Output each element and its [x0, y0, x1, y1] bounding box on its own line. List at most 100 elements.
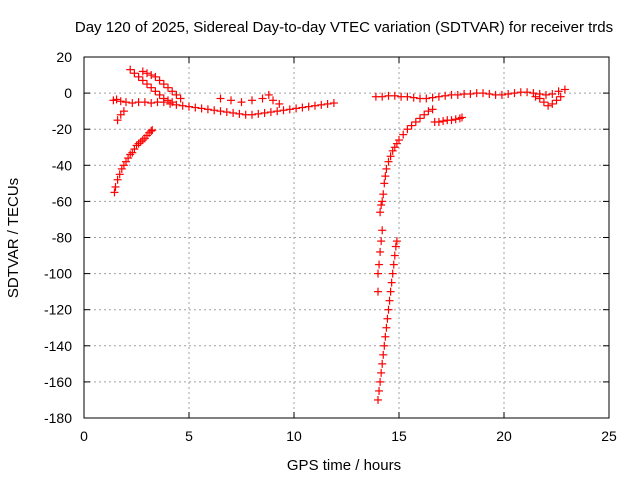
data-point — [409, 93, 418, 102]
data-point — [134, 139, 143, 148]
data-point — [451, 115, 460, 124]
data-point — [227, 96, 235, 105]
data-point — [258, 94, 267, 103]
axis-ticks: 0 5 10 15 20 25 -180 -160 -140 -120 -100 -80 -60 -40 -… — [44, 49, 617, 444]
data-point — [377, 201, 386, 210]
data-point — [535, 94, 544, 103]
y-tick-label: -100 — [44, 266, 72, 282]
data-point — [504, 90, 513, 99]
data-point — [554, 87, 563, 96]
data-point — [387, 278, 396, 287]
data-point — [172, 100, 181, 109]
data-point — [168, 98, 177, 107]
data-point — [176, 94, 185, 103]
data-point — [378, 226, 387, 235]
data-point — [485, 90, 494, 99]
data-point — [399, 130, 408, 139]
data-point — [311, 101, 319, 110]
y-tick-label: -140 — [44, 338, 72, 354]
data-point — [164, 83, 172, 92]
data-point — [266, 108, 275, 117]
data-point — [388, 146, 397, 155]
data-point — [391, 242, 400, 251]
y-tick-label: -40 — [52, 157, 72, 173]
data-point — [122, 157, 130, 166]
data-point — [138, 76, 147, 85]
data-point — [143, 69, 151, 78]
data-point — [390, 251, 399, 260]
data-point — [124, 154, 133, 163]
x-tick-label: 20 — [496, 428, 512, 444]
data-point — [229, 108, 238, 117]
data-point — [428, 93, 437, 102]
data-point — [264, 90, 273, 99]
y-tick-label: 0 — [64, 85, 72, 101]
data-point — [210, 106, 219, 115]
y-tick-label: -80 — [52, 230, 72, 246]
data-point — [377, 237, 386, 246]
data-point — [147, 71, 156, 80]
data-point — [237, 98, 246, 107]
data-point — [254, 109, 263, 118]
data-point — [381, 172, 390, 181]
data-point — [434, 92, 443, 101]
data-point — [455, 114, 464, 123]
data-point — [147, 127, 156, 136]
data-point — [548, 90, 557, 99]
data-point — [151, 72, 160, 81]
data-point — [155, 76, 164, 85]
data-point — [148, 126, 157, 135]
data-point — [403, 125, 412, 134]
data-point — [376, 208, 385, 217]
data-point — [235, 109, 244, 118]
data-point — [275, 99, 284, 108]
data-point — [552, 96, 561, 105]
data-point — [390, 143, 399, 152]
data-point — [407, 121, 416, 130]
data-point — [378, 359, 387, 368]
data-point — [497, 90, 506, 99]
data-point — [140, 98, 149, 107]
y-tick-label: 20 — [56, 49, 72, 65]
data-point — [298, 103, 307, 112]
data-point — [128, 99, 137, 108]
data-point — [138, 67, 147, 76]
x-tick-label: 5 — [185, 428, 193, 444]
data-point — [447, 116, 456, 125]
data-point — [458, 113, 466, 122]
data-point — [119, 161, 128, 170]
data-point — [113, 116, 122, 125]
data-point — [386, 287, 395, 296]
data-point — [126, 150, 135, 159]
data-point — [134, 72, 143, 81]
data-point — [151, 87, 160, 96]
data-point — [111, 182, 120, 191]
data-point — [392, 237, 401, 246]
data-point — [248, 110, 256, 119]
data-point — [386, 152, 395, 161]
data-point — [147, 83, 156, 92]
data-point — [389, 260, 398, 269]
data-point — [542, 90, 550, 99]
data-point — [377, 368, 386, 377]
data-point — [164, 96, 172, 105]
x-tick-label: 25 — [601, 428, 617, 444]
data-point — [539, 98, 548, 107]
data-point — [416, 114, 424, 123]
data-point — [411, 117, 420, 126]
data-point — [323, 99, 332, 108]
data-point — [119, 107, 128, 116]
x-axis-title: GPS time / hours — [287, 457, 401, 474]
data-point — [159, 80, 168, 89]
data-point — [523, 88, 532, 97]
data-point — [388, 269, 397, 278]
data-point — [329, 99, 338, 108]
y-tick-label: -160 — [44, 374, 72, 390]
data-point — [112, 95, 121, 104]
y-tick-label: -180 — [44, 410, 72, 426]
data-point — [375, 260, 384, 269]
data-point — [529, 89, 538, 98]
data-point — [439, 117, 448, 126]
data-points — [109, 65, 569, 404]
data-point — [216, 94, 225, 103]
